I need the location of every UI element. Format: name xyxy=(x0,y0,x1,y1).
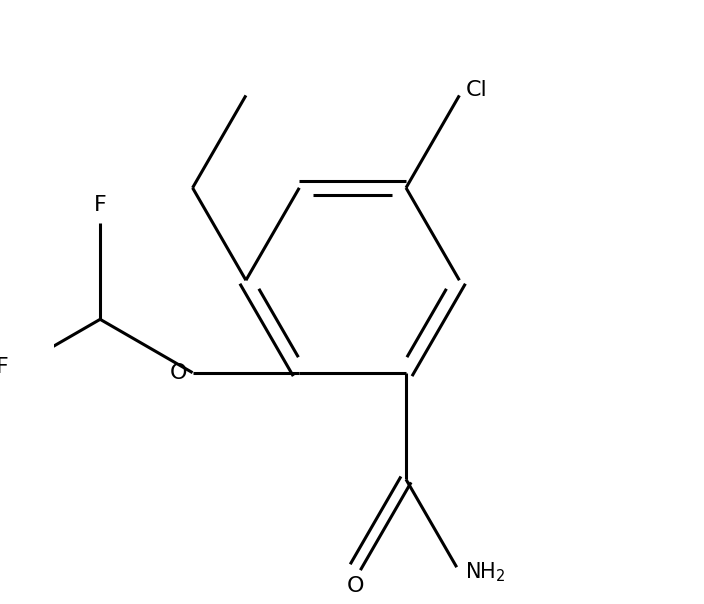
Text: O: O xyxy=(170,362,187,383)
Text: Cl: Cl xyxy=(466,80,488,100)
Text: F: F xyxy=(0,358,8,378)
Text: O: O xyxy=(346,576,364,596)
Text: NH$_2$: NH$_2$ xyxy=(465,561,506,584)
Text: F: F xyxy=(94,194,106,215)
